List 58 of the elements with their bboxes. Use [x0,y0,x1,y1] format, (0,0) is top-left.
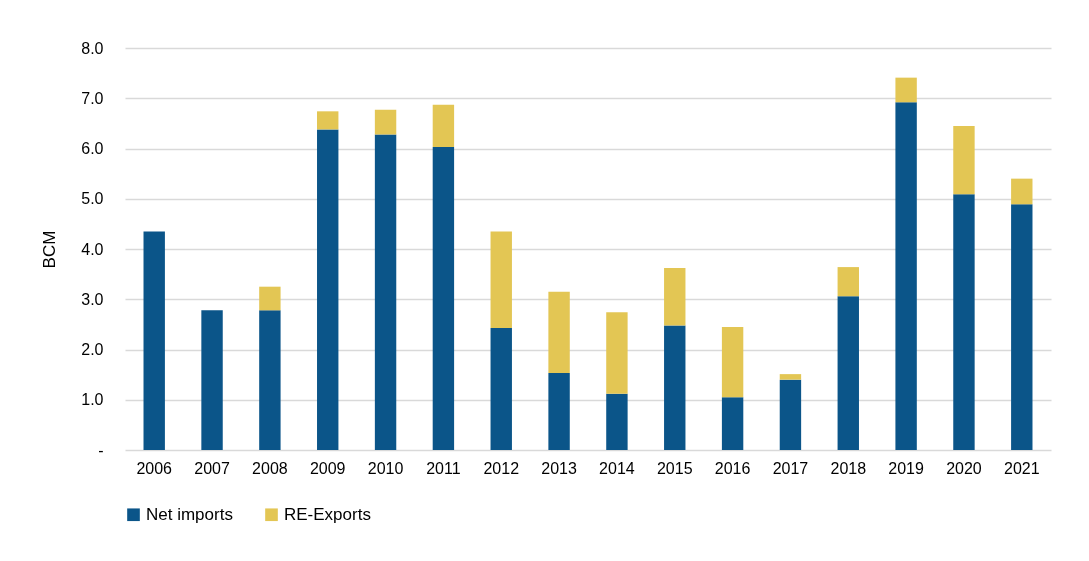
bar [953,125,975,195]
y-axis-title: BCM [40,230,60,269]
bar [374,109,397,135]
bar [606,312,628,394]
bar [895,102,917,450]
y-tick-label: 1.0 [81,391,104,409]
bar [664,325,686,450]
x-tick-label: 2014 [599,459,635,477]
y-tick-label: 7.0 [81,89,104,107]
bar [548,373,570,450]
x-tick-label: 2020 [946,459,982,477]
bar [490,327,512,450]
bar [895,77,917,103]
x-tick-label: 2019 [888,459,925,477]
bar [779,374,802,380]
y-tick-label: 4.0 [81,240,104,258]
bar [317,111,339,130]
x-tick-label: 2021 [1003,459,1040,477]
x-tick-label: 2009 [309,459,346,477]
x-tick-label: 2011 [426,459,461,477]
bar [837,267,859,297]
bar [837,296,859,450]
x-tick-label: 2007 [194,459,230,477]
bar [721,397,744,450]
bar [201,310,223,450]
bar [259,286,281,311]
x-tick-label: 2018 [830,459,867,477]
bar [1011,178,1033,205]
x-tick-label: 2017 [772,459,809,477]
x-tick-label: 2010 [367,459,404,477]
x-tick-label: 2015 [656,459,693,477]
y-tick-label: - [98,441,104,459]
bar [143,231,165,450]
x-tick-label: 2008 [252,459,288,477]
y-tick-label: 2.0 [81,341,104,358]
bar [664,268,686,326]
bar [432,146,455,450]
bar [606,393,628,450]
x-tick-label: 2006 [136,459,173,477]
legend-label: Net imports [146,504,233,524]
bar [374,134,397,450]
x-tick-label: 2016 [714,459,751,477]
bar [490,231,512,328]
y-tick-label: 5.0 [81,190,104,208]
bar [317,129,339,450]
bar [548,291,570,374]
bar [953,194,975,450]
y-tick-label: 3.0 [81,290,104,308]
bar [779,379,802,450]
bar [432,104,455,147]
x-tick-label: 2012 [483,459,520,477]
y-tick-label: 8.0 [81,39,104,57]
legend-label: RE-Exports [284,504,371,524]
bar [721,326,744,398]
bar [259,310,281,450]
x-tick-label: 2013 [541,459,577,477]
y-tick-label: 6.0 [81,140,104,157]
bar [1011,204,1033,450]
